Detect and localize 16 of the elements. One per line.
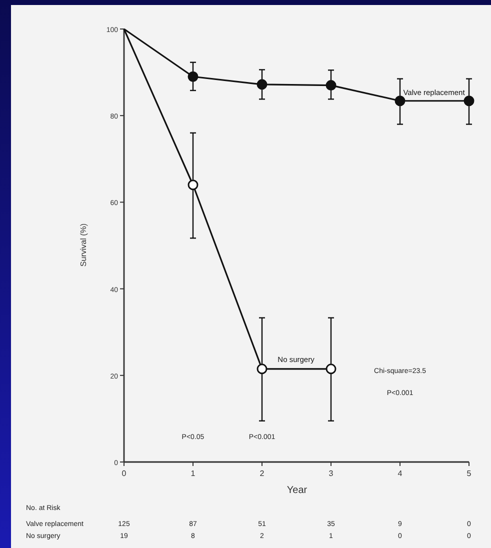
x-tick-label: 5 bbox=[466, 469, 472, 478]
point bbox=[188, 180, 198, 190]
x-tick-label: 3 bbox=[328, 469, 334, 478]
x-tick-label: 2 bbox=[260, 469, 265, 478]
x-tick-label: 0 bbox=[122, 469, 127, 478]
y-axis-title: Survival (%) bbox=[79, 223, 88, 267]
point bbox=[464, 96, 474, 106]
point bbox=[188, 71, 198, 82]
x-tick-label: 1 bbox=[190, 469, 196, 478]
point bbox=[256, 79, 268, 90]
point bbox=[326, 80, 336, 91]
x-axis-title: Year bbox=[286, 485, 308, 496]
x-tick-label: 4 bbox=[398, 469, 403, 478]
point bbox=[394, 96, 406, 106]
point bbox=[256, 364, 268, 374]
point bbox=[326, 364, 336, 374]
